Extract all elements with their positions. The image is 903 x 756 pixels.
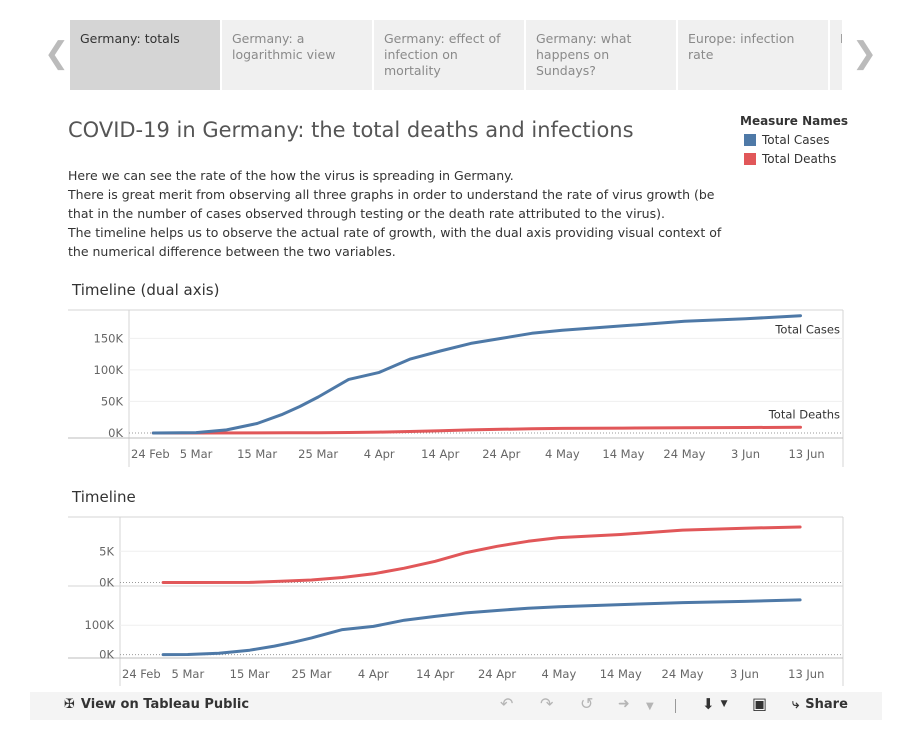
story-tab-bar: Germany: totals Germany: a logarithmic vi… bbox=[70, 20, 842, 90]
view-on-tableau-button[interactable]: ✠ View on Tableau Public bbox=[64, 697, 249, 712]
description-line: The timeline helps us to observe the act… bbox=[68, 225, 722, 259]
story-tab[interactable]: I bbox=[830, 20, 842, 90]
download-icon[interactable]: ⬇ ▼ bbox=[702, 695, 728, 713]
series-label-total-cases: Total Cases bbox=[774, 323, 840, 337]
pause-dropdown-icon[interactable]: ▼ bbox=[646, 701, 654, 712]
series-line-total-deaths bbox=[151, 425, 802, 435]
x-tick-label: 3 Jun bbox=[731, 447, 760, 461]
y-tick-label: 50K bbox=[101, 394, 124, 408]
legend-item-total-cases[interactable]: Total Cases bbox=[740, 133, 848, 147]
x-tick-label: 4 Apr bbox=[364, 447, 395, 461]
y-tick-label: 0K bbox=[108, 426, 123, 440]
y-tick-label: 100K bbox=[94, 363, 124, 377]
toolbar-divider bbox=[675, 699, 676, 713]
legend: Measure Names Total Cases Total Deaths bbox=[740, 114, 848, 171]
x-tick-label: 5 Mar bbox=[180, 447, 213, 461]
previous-tab-arrow-icon[interactable]: ❮ bbox=[44, 36, 70, 71]
chart-title-dual-axis: Timeline (dual axis) bbox=[72, 281, 220, 299]
x-tick-label: 25 Mar bbox=[298, 447, 338, 461]
page-title: COVID-19 in Germany: the total deaths an… bbox=[68, 118, 634, 142]
series-label-total-deaths: Total Deaths bbox=[768, 407, 840, 421]
story-tab[interactable]: Germany: effect of infection on mortalit… bbox=[374, 20, 524, 90]
redo-icon[interactable]: ↷ bbox=[540, 694, 554, 713]
story-tab[interactable]: Germany: a logarithmic view bbox=[222, 20, 372, 90]
share-button[interactable]: ⤷ Share bbox=[792, 697, 848, 712]
description-line: Here we can see the rate of the how the … bbox=[68, 168, 514, 183]
x-tick-label: 4 May bbox=[545, 447, 580, 461]
story-tab[interactable]: Germany: what happens on Sundays? bbox=[526, 20, 676, 90]
share-label: Share bbox=[805, 697, 848, 712]
story-tab[interactable]: Europe: infection rate bbox=[678, 20, 828, 90]
legend-swatch-deaths bbox=[744, 153, 756, 165]
x-tick-label: 24 Apr bbox=[482, 447, 520, 461]
description: Here we can see the rate of the how the … bbox=[68, 166, 736, 261]
legend-item-total-deaths[interactable]: Total Deaths bbox=[740, 152, 848, 166]
refresh-icon[interactable]: ➜ bbox=[618, 696, 630, 712]
revert-icon[interactable]: ↺ bbox=[580, 694, 594, 713]
next-tab-arrow-icon[interactable]: ❯ bbox=[852, 36, 878, 71]
share-icon: ⤷ bbox=[792, 697, 800, 712]
x-tick-label: 24 May bbox=[663, 447, 705, 461]
chart-title-timeline: Timeline bbox=[72, 488, 136, 506]
x-tick-label: 15 Mar bbox=[237, 447, 277, 461]
y-tick-label: 150K bbox=[94, 331, 124, 345]
x-tick-label: 14 May bbox=[602, 447, 644, 461]
x-tick-label: 14 Apr bbox=[421, 447, 459, 461]
legend-swatch-cases bbox=[744, 134, 756, 146]
series-line-total-cases bbox=[151, 314, 802, 435]
fullscreen-icon[interactable]: ▣ bbox=[752, 694, 768, 713]
x-tick-label: 13 Jun bbox=[788, 447, 824, 461]
view-on-tableau-label: View on Tableau Public bbox=[80, 697, 250, 712]
tableau-logo-icon: ✠ bbox=[64, 697, 75, 712]
legend-title: Measure Names bbox=[740, 114, 849, 128]
x-tick-label: 24 Feb bbox=[131, 447, 170, 461]
tableau-toolbar: ✠ View on Tableau Public ↶ ↷ ↺ ➜ ▼ ⬇ ▼ ▣ … bbox=[30, 692, 882, 720]
legend-label: Total Deaths bbox=[762, 152, 837, 166]
description-line: There is great merit from observing all … bbox=[68, 187, 715, 221]
legend-label: Total Cases bbox=[762, 133, 830, 147]
story-tab[interactable]: Germany: totals bbox=[70, 20, 220, 90]
undo-icon[interactable]: ↶ bbox=[500, 694, 514, 713]
